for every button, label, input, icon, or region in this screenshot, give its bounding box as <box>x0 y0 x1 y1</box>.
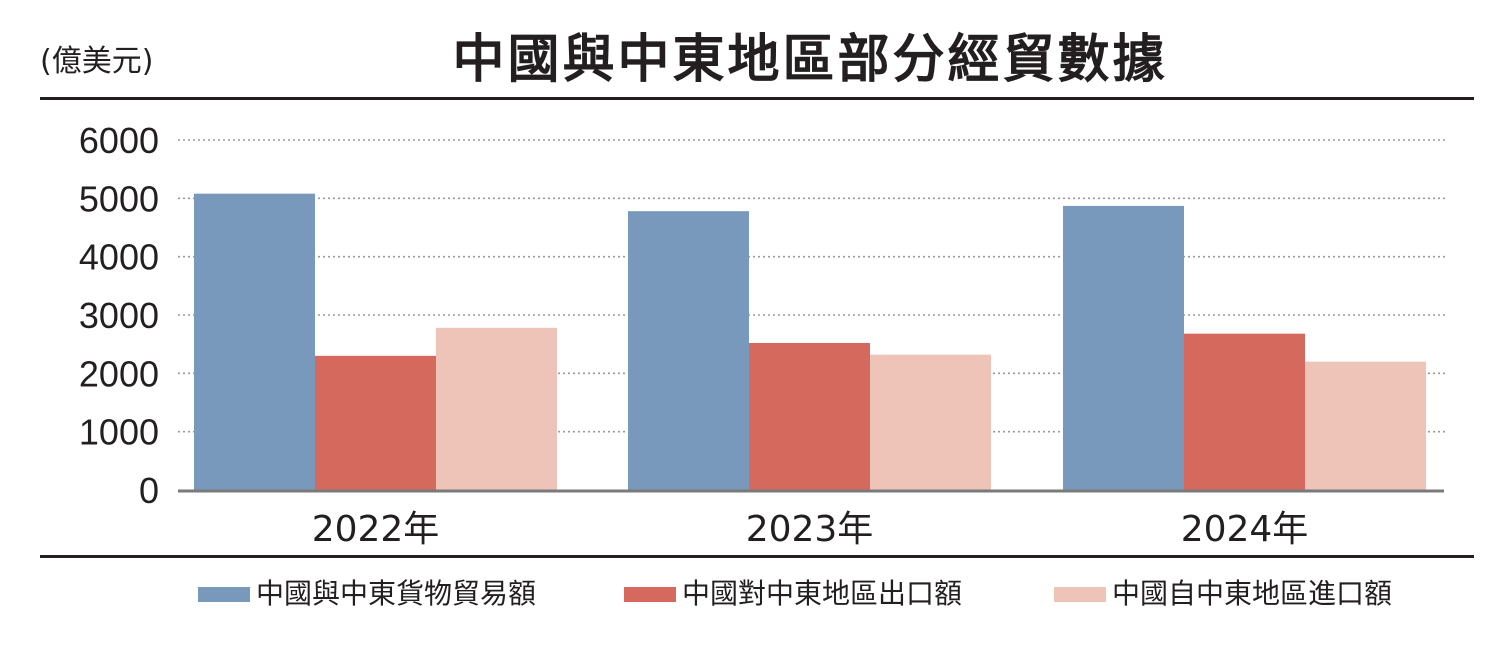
bar-trade-total-2 <box>1063 205 1184 490</box>
y-tick-label-0: 0 <box>139 470 159 511</box>
bar-trade-total-0 <box>194 193 315 490</box>
y-tick-label-6000: 6000 <box>79 120 159 161</box>
legend-item-import: 中國自中東地區進口額 <box>1054 572 1392 616</box>
y-tick-label-4000: 4000 <box>79 237 159 278</box>
legend-swatch-trade-total <box>198 586 250 602</box>
legend-label-import: 中國自中東地區進口額 <box>1112 577 1393 610</box>
unit-label: (億美元) <box>40 44 154 79</box>
legend-swatch-export <box>624 586 676 602</box>
legend: 中國與中東貨物貿易額 中國對中東地區出口額 中國自中東地區進口額 <box>0 572 1500 616</box>
y-tick-label-2000: 2000 <box>79 353 159 394</box>
legend-swatch-import <box>1054 586 1106 602</box>
x-category-label-0: 2022年 <box>312 509 440 550</box>
tick-labels: 0 1000 2000 3000 4000 5000 6000 2022年 2023年 2024年 <box>79 120 1308 550</box>
legend-item-trade-total: 中國與中東貨物貿易額 <box>198 572 536 616</box>
bar-export-2 <box>1184 333 1305 490</box>
y-tick-label-3000: 3000 <box>79 295 159 336</box>
legend-item-export: 中國對中東地區出口額 <box>624 572 962 616</box>
legend-label-trade-total: 中國與中東貨物貿易額 <box>256 577 537 610</box>
bar-export-0 <box>315 355 436 490</box>
chart-title: 中國與中東地區部分經貿數據 <box>452 30 1168 90</box>
top-rule <box>40 97 1474 100</box>
bar-trade-total-1 <box>628 211 749 490</box>
bar-export-1 <box>749 343 870 490</box>
y-tick-label-1000: 1000 <box>79 412 159 453</box>
x-category-label-1: 2023年 <box>746 509 874 550</box>
bar-import-0 <box>436 327 557 490</box>
x-category-label-2: 2024年 <box>1181 509 1309 550</box>
legend-label-export: 中國對中東地區出口額 <box>682 577 963 610</box>
bottom-rule <box>40 555 1474 558</box>
y-tick-label-5000: 5000 <box>79 178 159 219</box>
bar-import-1 <box>870 354 991 490</box>
bar-import-2 <box>1305 361 1426 490</box>
bars <box>194 193 1426 490</box>
